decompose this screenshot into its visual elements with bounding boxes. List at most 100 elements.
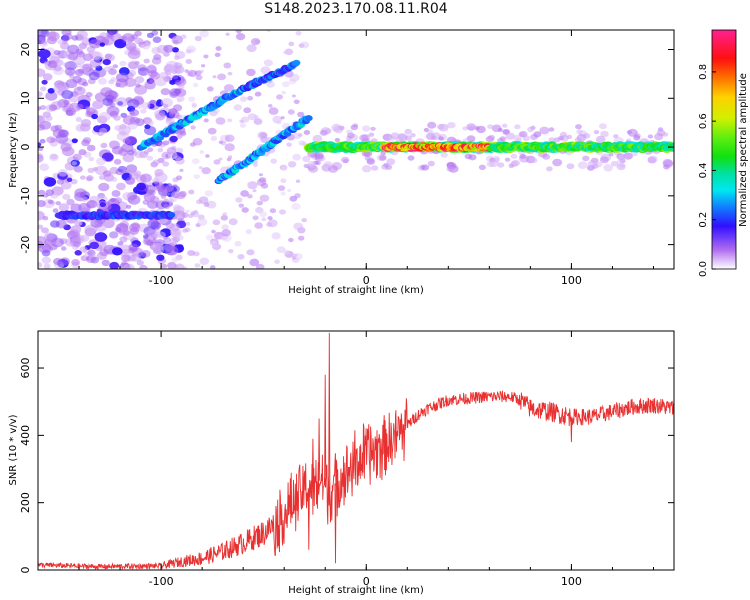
colorbar-ticks: 0.0 0.2 0.4 0.6 0.8 [698,64,716,277]
carrier-haze [368,132,375,137]
noise-blob [147,229,158,238]
noise-blob [162,140,170,146]
carrier-haze [599,123,607,130]
carrier-haze [502,123,508,128]
carrier-haze [427,129,434,135]
carrier-core [669,145,674,151]
noise-blob [171,257,179,263]
noise-blob [144,124,151,129]
noise-blob [116,72,129,83]
noise-blob [98,77,107,85]
noise-blob [270,158,278,164]
noise-blob [114,197,123,204]
noise-blob [113,158,122,165]
noise-blob [185,209,190,213]
carrier-haze [379,154,387,161]
carrier-haze [440,152,448,158]
carrier-haze [323,161,333,169]
carrier-haze [314,151,324,160]
noise-blob [100,142,108,149]
noise-blob [246,44,257,53]
noise-blob [110,77,117,82]
noise-blob [199,69,204,74]
noise-blob [280,191,286,196]
noise-blob [115,97,129,107]
carrier-haze [519,130,528,138]
noise-blob [215,46,222,51]
noise-blob [50,137,57,143]
carrier-haze [504,157,511,162]
carrier-haze [468,154,477,161]
carrier-haze [478,164,486,170]
noise-blob [233,104,242,111]
noise-blob [257,131,268,140]
noise-blob [60,246,67,251]
noise-blob [42,73,53,81]
carrier-haze [302,155,311,162]
noise-blob [72,75,82,84]
noise-blob [165,118,175,126]
noise-blob [76,30,88,40]
noise-blob [101,259,111,267]
noise-blob [82,53,93,62]
snr-frame [37,330,675,571]
noise-blob [121,254,131,262]
noise-blob [135,83,141,88]
noise-blob [166,147,177,155]
noise-blob [235,33,246,41]
noise-blob [38,36,46,45]
noise-blob [75,117,83,122]
noise-blob [129,227,139,235]
noise-blob [207,127,217,135]
carrier-haze [617,154,627,162]
noise-blob [194,263,201,268]
noise-blob [160,88,171,96]
noise-blob [297,111,305,118]
noise-blob [269,208,277,214]
carrier-haze [576,129,583,135]
noise-blob [112,247,123,256]
carrier-haze [662,132,669,137]
noise-blob [109,261,120,269]
noise-blob [191,158,200,165]
noise-blob [294,193,301,199]
carrier-haze [307,161,316,168]
spectrogram-blob [304,115,313,122]
y-tick-label: -10 [19,187,32,205]
carrier-haze [583,133,591,139]
noise-blob [125,177,136,185]
carrier-haze [488,134,495,141]
carrier-haze [436,123,445,130]
noise-blob [45,115,53,121]
noise-blob [163,204,170,210]
noise-blob [209,265,216,269]
noise-blob [154,172,168,183]
noise-blob [218,157,223,161]
noise-blob [169,223,180,232]
noise-blob [43,177,57,187]
noise-blob [96,157,106,166]
noise-blob [61,35,70,42]
noise-blob [239,96,248,102]
noise-blob [295,31,302,36]
noise-blob [291,202,301,211]
noise-blob [169,108,176,114]
noise-blob [86,175,94,181]
noise-blob [267,216,273,221]
noise-blob [110,197,116,203]
noise-blob [169,135,178,143]
noise-blob [143,58,150,64]
spectrogram-blob [292,59,301,66]
noise-blob [203,54,209,59]
noise-blob [173,88,182,95]
noise-blob [39,138,46,144]
noise-blob [57,129,69,138]
noise-blob [64,67,76,76]
noise-blob [84,106,91,111]
snr-panel: -100 0 100 0 200 400 600 Height of straight li… [8,330,675,596]
noise-blob [98,112,111,122]
noise-blob [220,215,228,221]
noise-blob [127,49,141,60]
carrier-haze [427,160,435,167]
